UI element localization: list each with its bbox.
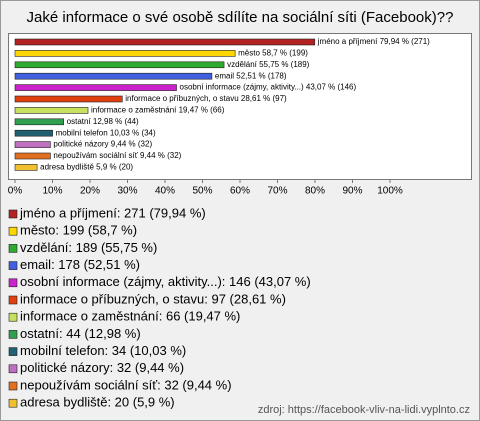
bar: [14, 118, 64, 126]
chart-title: Jaké informace o své osobě sdílíte na so…: [27, 9, 454, 26]
legend-label: jméno a příjmení: 271 (79,94 %): [19, 205, 206, 220]
legend-label: adresa bydliště: 20 (5,9 %): [20, 395, 175, 410]
x-tick-label: 10%: [42, 186, 62, 197]
legend-label: informace o příbuzných, o stavu: 97 (28,…: [20, 291, 286, 306]
bar-label: vzdělání 55,75 % (189): [227, 60, 310, 69]
legend-swatch: [8, 244, 18, 253]
legend-label: mobilní telefon: 34 (10,03 %): [20, 343, 186, 358]
x-tick-label: 80%: [305, 186, 325, 197]
bar-label: informace o příbuzných, o stavu 28,61 % …: [125, 94, 287, 103]
legend-swatch: [8, 398, 18, 408]
legend-label: nepoužívám sociální síť: 32 (9,44 %): [20, 377, 232, 392]
bar: [14, 164, 38, 171]
bar: [14, 61, 225, 69]
bar: [14, 107, 89, 114]
legend-label: vzdělání: 189 (55,75 %): [20, 240, 157, 255]
legend-label: ostatní: 44 (12,98 %): [20, 326, 141, 341]
bar-label: informace o zaměstnání 19,47 % (66): [91, 106, 225, 115]
legend-swatch: [8, 312, 18, 322]
bar-label: osobní informace (zájmy, aktivity...) 43…: [180, 83, 357, 92]
bar-label: mobilní telefon 10,03 % (34): [56, 128, 156, 137]
x-tick-label: 70%: [267, 186, 287, 197]
bar-label: ostatní 12,98 % (44): [67, 117, 139, 126]
legend-label: informace o zaměstnání: 66 (19,47 %): [20, 309, 240, 324]
bar: [14, 141, 51, 148]
x-tick-label: 0%: [8, 186, 23, 197]
legend-swatch: [8, 381, 18, 391]
legend-label: email: 178 (52,51 %): [20, 257, 140, 272]
legend-swatch: [8, 295, 18, 305]
bar: [14, 72, 213, 80]
x-tick-label: 50%: [192, 186, 212, 197]
legend-swatch: [8, 226, 18, 236]
legend-label: osobní informace (zájmy, aktivity...): 1…: [20, 274, 311, 289]
bar: [14, 50, 236, 57]
bar-label: politické názory 9,44 % (32): [53, 140, 152, 149]
bar-label: nepoužívám sociální síť 9,44 % (32): [53, 151, 181, 160]
x-tick-label: 100%: [377, 186, 403, 197]
bar-label: adresa bydliště 5,9 % (20): [40, 163, 133, 172]
x-tick-label: 20%: [80, 186, 100, 197]
legend-swatch: [8, 278, 18, 288]
bar: [14, 38, 316, 46]
bar: [14, 95, 123, 103]
legend-swatch: [8, 261, 18, 270]
bar: [14, 152, 51, 160]
x-tick-label: 30%: [117, 186, 137, 197]
legend-label: politické názory: 32 (9,44 %): [20, 360, 184, 375]
legend-swatch: [8, 330, 18, 339]
bar-label: jméno a příjmení 79,94 % (271): [317, 37, 430, 46]
x-tick-label: 40%: [155, 186, 175, 197]
bar-label: město 58,7 % (199): [238, 49, 308, 58]
legend-swatch: [8, 347, 18, 356]
legend-swatch: [8, 209, 18, 219]
x-tick-label: 60%: [230, 186, 250, 197]
source: zdroj: https://facebook-vliv-na-lidi.vyp…: [258, 404, 470, 416]
bar-label: email 52,51 % (178): [215, 71, 287, 80]
legend-label: město: 199 (58,7 %): [20, 223, 137, 238]
bar: [14, 129, 53, 137]
plot-area: [8, 33, 472, 180]
legend-swatch: [8, 364, 18, 374]
x-tick-label: 90%: [342, 186, 362, 197]
bar: [14, 84, 177, 91]
